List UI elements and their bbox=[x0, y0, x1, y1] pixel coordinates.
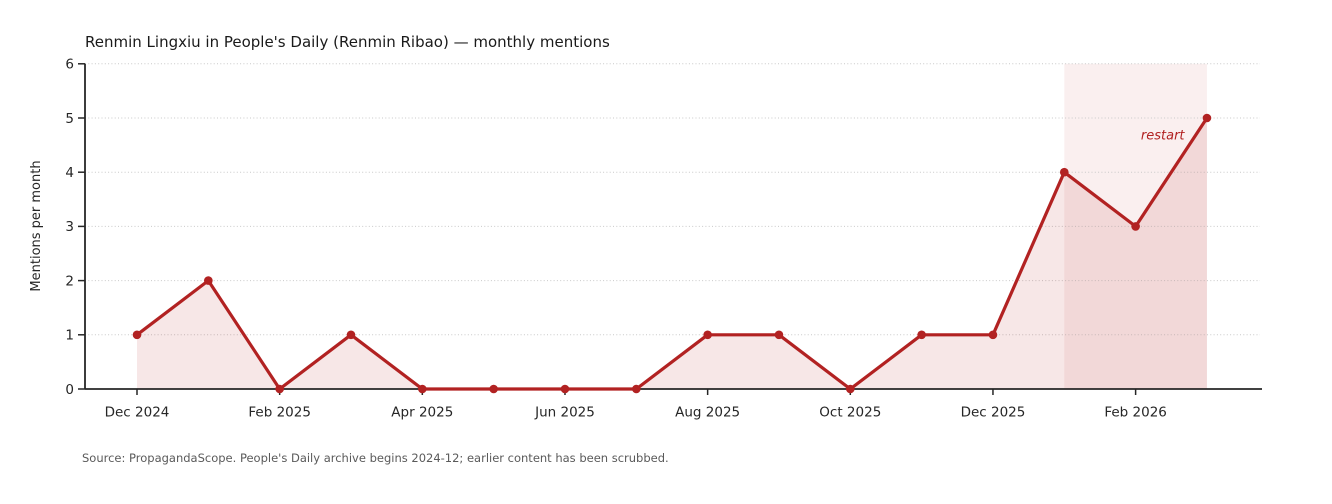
x-tick-label: Dec 2025 bbox=[961, 405, 1026, 421]
data-point bbox=[988, 330, 998, 340]
mentions-line bbox=[135, 116, 1209, 391]
data-point bbox=[846, 384, 855, 394]
data-point bbox=[1131, 222, 1140, 231]
x-tick-label: Feb 2025 bbox=[248, 405, 311, 421]
data-point bbox=[346, 330, 356, 340]
tick-layer: 0 1 2 3 4 5 6 Dec 2024 Feb 2025 Apr 2025 Jun 2025 A… bbox=[65, 57, 1166, 421]
y-tick-label: 6 bbox=[65, 57, 74, 73]
x-tick-label: Feb 2026 bbox=[1104, 405, 1167, 421]
y-tick-label: 0 bbox=[65, 382, 74, 398]
area-fill-layer bbox=[137, 118, 1207, 389]
data-point bbox=[632, 384, 641, 394]
x-tick-label: Aug 2025 bbox=[675, 405, 740, 421]
data-point bbox=[418, 384, 427, 394]
data-point bbox=[132, 330, 142, 340]
data-point bbox=[703, 330, 712, 340]
source-note: Source: PropagandaScope. People's Daily … bbox=[82, 451, 669, 465]
y-tick-label: 5 bbox=[65, 111, 74, 127]
x-tick-label: Dec 2024 bbox=[105, 405, 170, 421]
x-tick-label: Oct 2025 bbox=[819, 405, 881, 421]
x-tick-label: Jun 2025 bbox=[534, 405, 595, 421]
line-layer bbox=[135, 116, 1209, 391]
data-point bbox=[204, 276, 213, 285]
marker-layer bbox=[132, 113, 1212, 394]
x-tick-label: Apr 2025 bbox=[391, 405, 453, 421]
data-point bbox=[774, 330, 784, 340]
restart-annotation: restart bbox=[1141, 128, 1186, 143]
y-axis-label: Mentions per month bbox=[29, 160, 44, 291]
area-fill bbox=[137, 118, 1207, 389]
y-tick-label: 4 bbox=[65, 165, 74, 181]
y-tick-label: 3 bbox=[65, 219, 74, 235]
chart-title: Renmin Lingxiu in People's Daily (Renmin… bbox=[85, 33, 610, 51]
data-point bbox=[917, 330, 926, 340]
y-tick-label: 1 bbox=[65, 328, 74, 344]
y-tick-label: 2 bbox=[65, 273, 74, 289]
data-point bbox=[1059, 167, 1069, 177]
data-point bbox=[489, 384, 498, 394]
data-point bbox=[560, 384, 570, 394]
data-point bbox=[275, 384, 284, 394]
data-point bbox=[1202, 113, 1212, 123]
